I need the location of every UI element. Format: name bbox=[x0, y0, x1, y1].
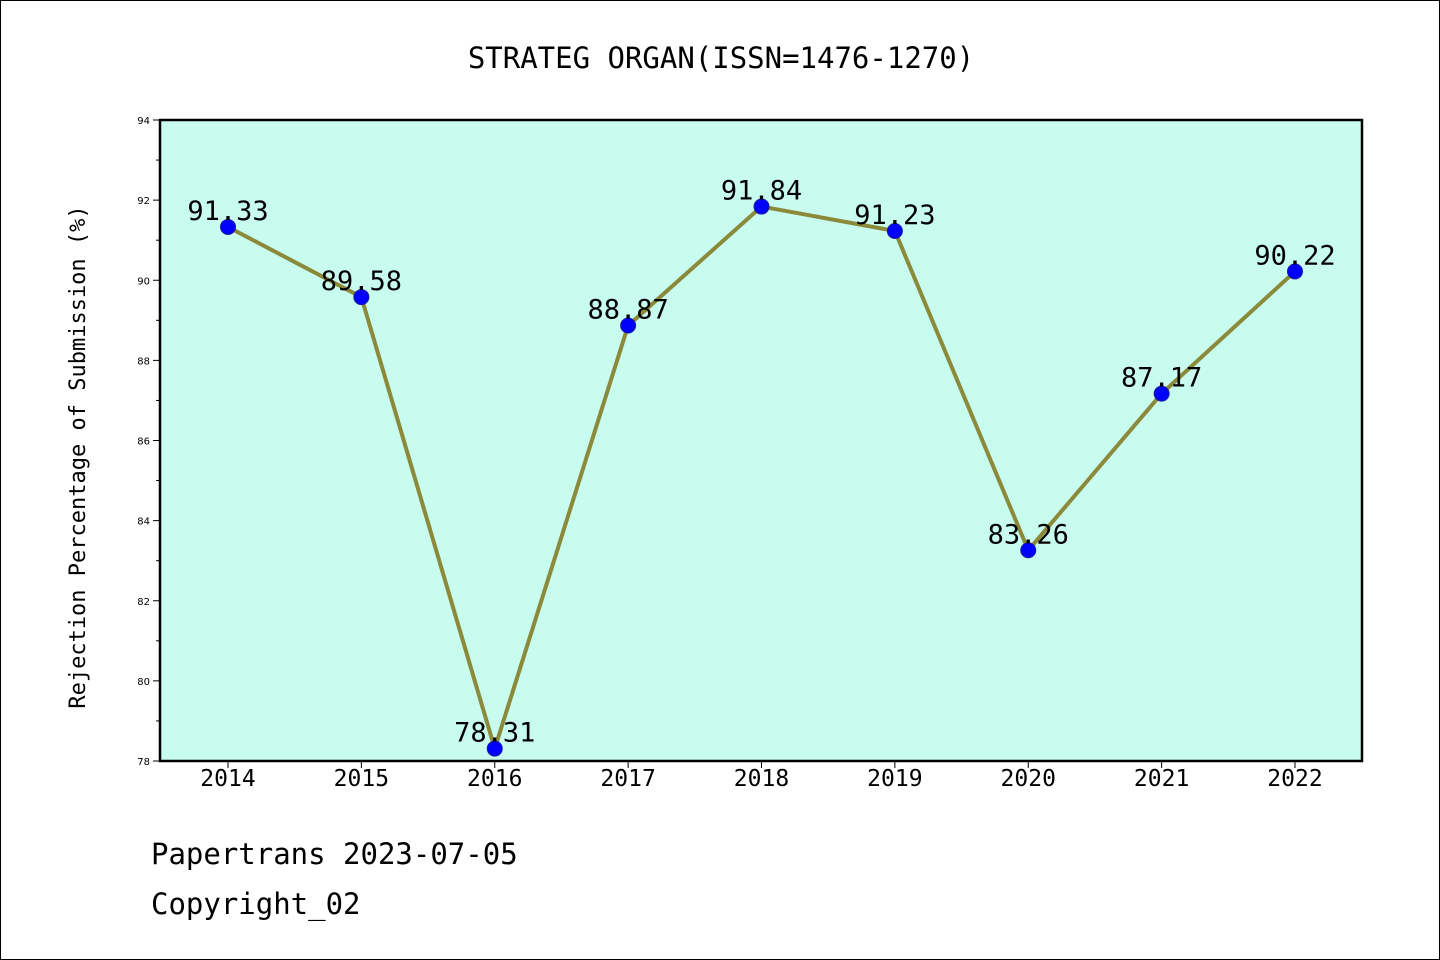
data-labels: 91.33 89.58 78.31 88.87 91.84 91.23 83.26 87.17… bbox=[187, 176, 1335, 749]
y-axis-label: Rejection Percentage of Submission (%) bbox=[66, 205, 91, 708]
footer-date-line: Papertrans 2023-07-05 bbox=[151, 837, 518, 871]
x-tick-label: 2014 bbox=[200, 766, 255, 792]
y-tick-label: 92 bbox=[137, 196, 150, 207]
plot-area bbox=[158, 118, 1364, 763]
y-tick-label: 88 bbox=[137, 356, 150, 367]
y-tick-label: 94 bbox=[137, 116, 150, 127]
data-point-2017 bbox=[620, 317, 637, 334]
data-point-2020 bbox=[1020, 542, 1037, 559]
x-axis: 2014 2015 2016 2017 2018 2019 2020 2021 2022 bbox=[200, 761, 1323, 792]
data-label-2015: 89.58 bbox=[321, 266, 402, 297]
x-tick-label: 2015 bbox=[334, 766, 389, 792]
data-point-2015 bbox=[353, 289, 370, 306]
data-label-2020: 83.26 bbox=[988, 519, 1069, 550]
x-tick-label: 2018 bbox=[734, 766, 789, 792]
data-label-2021: 87.17 bbox=[1121, 363, 1202, 394]
y-tick-label: 90 bbox=[137, 276, 150, 287]
series-markers bbox=[220, 198, 1303, 757]
y-tick-label: 84 bbox=[137, 517, 150, 528]
data-point-2018 bbox=[753, 198, 770, 215]
x-tick-label: 2020 bbox=[1001, 766, 1056, 792]
y-tick-label: 82 bbox=[137, 597, 150, 608]
data-point-2014 bbox=[220, 218, 236, 235]
data-point-2016 bbox=[486, 740, 503, 757]
footer-copyright-line: Copyright_02 bbox=[151, 887, 361, 921]
y-tick-label: 80 bbox=[137, 677, 150, 688]
data-label-2014: 91.33 bbox=[187, 196, 268, 227]
x-tick-label: 2021 bbox=[1134, 766, 1189, 792]
data-label-2022: 90.22 bbox=[1254, 240, 1335, 271]
data-point-2022 bbox=[1287, 263, 1303, 280]
x-tick-label: 2017 bbox=[600, 766, 655, 792]
chart-title: STRATEG ORGAN(ISSN=1476-1270) bbox=[468, 41, 974, 75]
y-axis: 78 80 82 84 86 88 90 92 94 bbox=[137, 116, 160, 768]
data-point-2019 bbox=[886, 222, 903, 239]
data-label-2019: 91.23 bbox=[854, 200, 935, 231]
data-label-2018: 91.84 bbox=[721, 176, 802, 207]
y-tick-label: 86 bbox=[137, 437, 150, 448]
x-tick-label: 2019 bbox=[867, 766, 922, 792]
x-tick-label: 2022 bbox=[1267, 766, 1322, 792]
y-tick-label: 78 bbox=[137, 757, 150, 768]
data-label-2017: 88.87 bbox=[587, 295, 668, 326]
data-label-2016: 78.31 bbox=[454, 718, 535, 749]
data-point-2021 bbox=[1153, 385, 1170, 402]
x-tick-label: 2016 bbox=[467, 766, 522, 792]
